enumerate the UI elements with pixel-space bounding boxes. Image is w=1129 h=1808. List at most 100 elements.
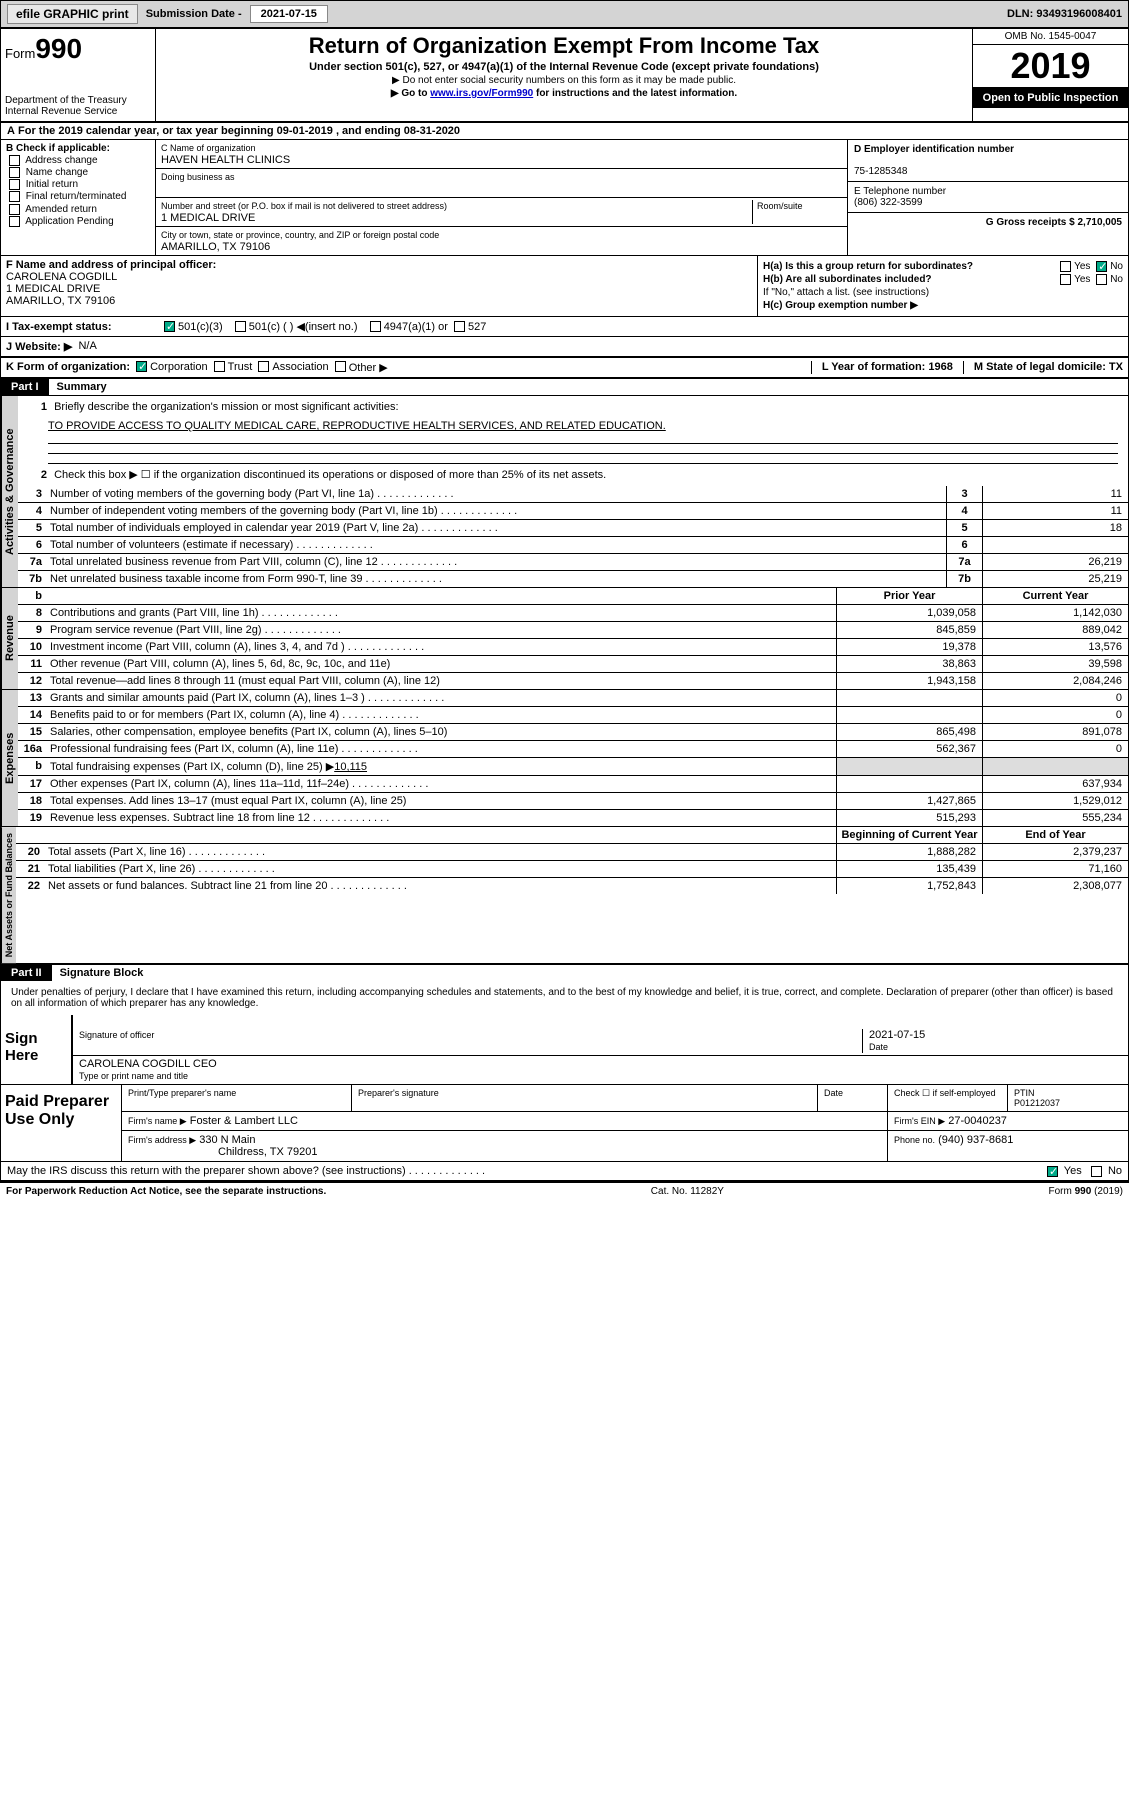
- perjury-text: Under penalties of perjury, I declare th…: [1, 981, 1128, 1015]
- sig-officer-label: Signature of officer: [79, 1030, 154, 1040]
- checkbox-amended[interactable]: [9, 204, 20, 215]
- line-5: Total number of individuals employed in …: [46, 520, 946, 536]
- c14: 0: [982, 707, 1128, 723]
- checkbox-name[interactable]: [9, 167, 20, 178]
- sign-here-row: Sign Here Signature of officer 2021-07-1…: [1, 1015, 1128, 1085]
- status-527[interactable]: [454, 321, 465, 332]
- checkbox-final[interactable]: [9, 191, 20, 202]
- revenue-label: Revenue: [1, 588, 18, 689]
- line-8: Contributions and grants (Part VIII, lin…: [46, 605, 836, 621]
- ein-value: 75-1285348: [854, 166, 907, 177]
- col-end: End of Year: [982, 827, 1128, 843]
- line-16a: Professional fundraising fees (Part IX, …: [46, 741, 836, 757]
- checkbox-address[interactable]: [9, 155, 20, 166]
- firm-ein-label: Firm's EIN ▶: [894, 1116, 945, 1126]
- line-21: Total liabilities (Part X, line 26): [44, 861, 836, 877]
- discuss-no[interactable]: [1091, 1166, 1102, 1177]
- dept-treasury: Department of the Treasury Internal Reve…: [5, 95, 151, 117]
- label-hb: H(b) Are all subordinates included?: [763, 274, 932, 285]
- val-5: 18: [982, 520, 1128, 536]
- firm-addr-label: Firm's address ▶: [128, 1135, 196, 1145]
- label-k: K Form of organization:: [6, 361, 130, 374]
- c17: 637,934: [982, 776, 1128, 792]
- col-current: Current Year: [982, 588, 1128, 604]
- submission-date: 2021-07-15: [250, 5, 328, 23]
- status-4947[interactable]: [370, 321, 381, 332]
- line-11: Other revenue (Part VIII, column (A), li…: [46, 656, 836, 672]
- form-number: 990: [35, 33, 82, 64]
- mission-text: TO PROVIDE ACCESS TO QUALITY MEDICAL CAR…: [18, 418, 1128, 434]
- tax-year: 2019: [973, 45, 1128, 88]
- sig-date-label: Date: [869, 1042, 888, 1052]
- p14: [836, 707, 982, 723]
- line-22: Net assets or fund balances. Subtract li…: [44, 878, 836, 894]
- expenses-label: Expenses: [1, 690, 18, 826]
- status-501c3[interactable]: [164, 321, 175, 332]
- p20: 1,888,282: [836, 844, 982, 860]
- checkbox-initial[interactable]: [9, 179, 20, 190]
- irs-link[interactable]: www.irs.gov/Form990: [430, 88, 533, 99]
- preparer-row: Paid Preparer Use Only Print/Type prepar…: [1, 1085, 1128, 1162]
- part1-header: Part I Summary: [1, 379, 1128, 396]
- val-3: 11: [982, 486, 1128, 502]
- form-label: Form: [5, 46, 35, 61]
- submission-label: Submission Date -: [146, 8, 242, 20]
- line-6: Total number of volunteers (estimate if …: [46, 537, 946, 553]
- val-7b: 25,219: [982, 571, 1128, 587]
- efile-button[interactable]: efile GRAPHIC print: [7, 4, 138, 24]
- prep-sig-label: Preparer's signature: [352, 1085, 818, 1111]
- revenue-section: Revenue bPrior YearCurrent Year 8Contrib…: [1, 588, 1128, 690]
- line-14: Benefits paid to or for members (Part IX…: [46, 707, 836, 723]
- k-other[interactable]: [335, 361, 346, 372]
- ptin-label: PTIN: [1014, 1088, 1035, 1098]
- label-room: Room/suite: [757, 201, 803, 211]
- checkbox-pending[interactable]: [9, 216, 20, 227]
- activities-section: Activities & Governance 1 Briefly descri…: [1, 396, 1128, 588]
- line-4: Number of independent voting members of …: [46, 503, 946, 519]
- val-6: [982, 537, 1128, 553]
- c22: 2,308,077: [982, 878, 1128, 894]
- ha-no[interactable]: [1096, 261, 1107, 272]
- check-b-label: B Check if applicable:: [6, 143, 110, 154]
- gross-receipts: 2,710,005: [1078, 217, 1123, 228]
- label-hc: H(c) Group exemption number ▶: [763, 300, 918, 311]
- signer-name: CAROLENA COGDILL CEO: [79, 1058, 217, 1070]
- label-l: L Year of formation: 1968: [822, 361, 953, 373]
- instruction-line-2: ▶ Go to www.irs.gov/Form990 for instruct…: [164, 88, 964, 99]
- form-subtitle: Under section 501(c), 527, or 4947(a)(1)…: [164, 61, 964, 73]
- p17: [836, 776, 982, 792]
- hb-yes[interactable]: [1060, 274, 1071, 285]
- status-501c[interactable]: [235, 321, 246, 332]
- phone-value: (806) 322-3599: [854, 197, 922, 208]
- k-trust[interactable]: [214, 361, 225, 372]
- p22: 1,752,843: [836, 878, 982, 894]
- line-17: Other expenses (Part IX, column (A), lin…: [46, 776, 836, 792]
- preparer-label: Paid Preparer Use Only: [1, 1085, 121, 1161]
- sig-date: 2021-07-15: [869, 1029, 925, 1041]
- c20: 2,379,237: [982, 844, 1128, 860]
- line-18: Total expenses. Add lines 13–17 (must eq…: [46, 793, 836, 809]
- cat-no: Cat. No. 11282Y: [651, 1186, 724, 1197]
- p13: [836, 690, 982, 706]
- expenses-section: Expenses 13Grants and similar amounts pa…: [1, 690, 1128, 827]
- k-corp[interactable]: [136, 361, 147, 372]
- p18: 1,427,865: [836, 793, 982, 809]
- line-20: Total assets (Part X, line 16): [44, 844, 836, 860]
- k-assoc[interactable]: [258, 361, 269, 372]
- type-label: Type or print name and title: [79, 1071, 188, 1081]
- hb-no[interactable]: [1096, 274, 1107, 285]
- firm-name-label: Firm's name ▶: [128, 1116, 187, 1126]
- line-3: Number of voting members of the governin…: [46, 486, 946, 502]
- netassets-section: Net Assets or Fund Balances Beginning of…: [1, 827, 1128, 965]
- website-value: N/A: [78, 340, 96, 353]
- c10: 13,576: [982, 639, 1128, 655]
- ha-yes[interactable]: [1060, 261, 1071, 272]
- label-city: City or town, state or province, country…: [161, 230, 439, 240]
- p12: 1,943,158: [836, 673, 982, 689]
- discuss-yes[interactable]: [1047, 1166, 1058, 1177]
- hb-note: If "No," attach a list. (see instruction…: [763, 287, 1123, 298]
- c16a: 0: [982, 741, 1128, 757]
- website-row: J Website: ▶ N/A: [1, 337, 1128, 358]
- form-header: Form990 Department of the Treasury Inter…: [1, 29, 1128, 123]
- line-12: Total revenue—add lines 8 through 11 (mu…: [46, 673, 836, 689]
